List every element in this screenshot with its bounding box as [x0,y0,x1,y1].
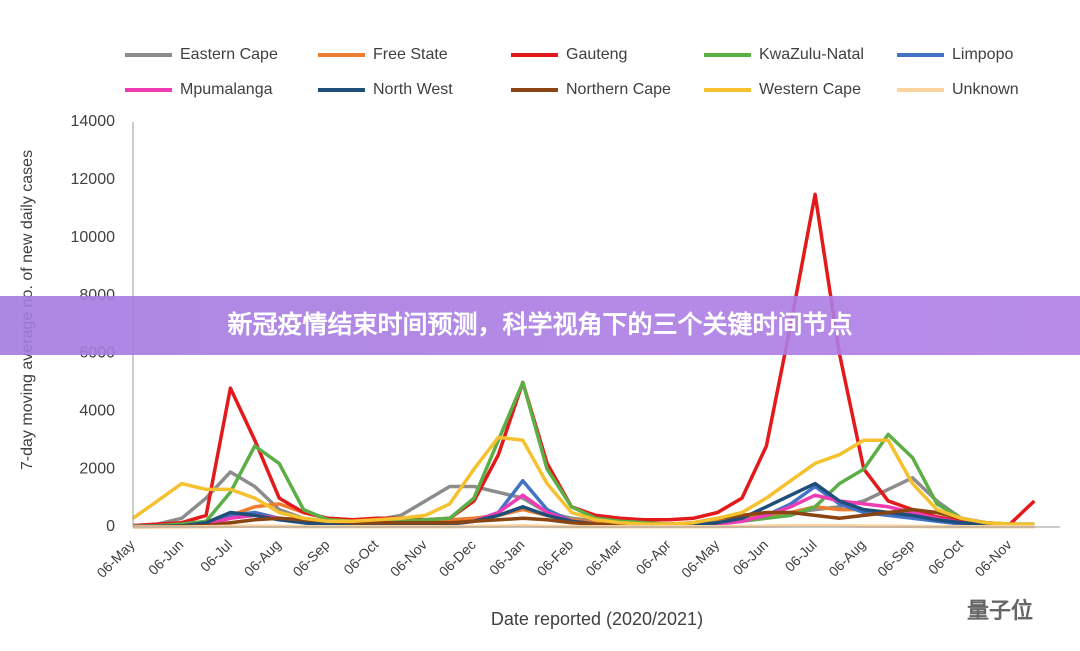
legend-label: Mpumalanga [180,81,273,98]
y-tick-label: 14000 [71,113,116,130]
x-tick-label: 06-Jul [197,536,235,574]
x-tick-label: 06-Jun [730,536,772,578]
y-tick-label: 2000 [79,460,115,477]
legend-label: Eastern Cape [180,46,278,63]
x-tick-label: 06-Dec [436,536,479,579]
x-tick-label: 06-Nov [971,536,1014,579]
x-tick-label: 06-May [678,536,722,580]
x-tick-label: 06-Sep [289,536,332,579]
legend-label: North West [373,81,453,98]
x-axis-title: Date reported (2020/2021) [491,609,703,629]
watermark: 量子位 [967,598,1033,623]
y-tick-label: 0 [106,518,115,535]
legend-label: KwaZulu-Natal [759,46,864,63]
legend-label: Limpopo [952,46,1013,63]
x-tick-label: 06-Nov [387,536,430,579]
x-tick-label: 06-Sep [874,536,917,579]
x-tick-label: 06-Apr [633,536,674,577]
banner-title: 新冠疫情结束时间预测，科学视角下的三个关键时间节点 [227,310,852,339]
x-tick-label: 06-Feb [534,536,577,579]
x-tick-label: 06-Aug [825,536,868,579]
x-tick-label: 06-Oct [340,536,381,577]
x-tick-label: 06-Jun [145,536,187,578]
x-tick-label: 06-Jan [486,536,528,578]
y-tick-label: 12000 [71,171,116,188]
x-tick-label: 06-Aug [241,536,284,579]
legend-label: Gauteng [566,46,627,63]
x-tick-label: 06-Oct [925,536,966,577]
series-line [131,435,1035,526]
legend-label: Western Cape [759,81,861,98]
legend-label: Unknown [952,81,1019,98]
series-line [132,192,1036,528]
legend-label: Northern Cape [566,81,671,98]
banner [0,296,1080,355]
series-line [132,507,1035,529]
legend-label: Free State [373,46,448,63]
y-tick-label: 4000 [79,403,115,420]
y-tick-label: 10000 [71,229,116,246]
x-tick-label: 06-May [93,536,137,580]
x-tick-label: 06-Jul [782,536,820,574]
x-tick-label: 06-Mar [582,536,625,579]
